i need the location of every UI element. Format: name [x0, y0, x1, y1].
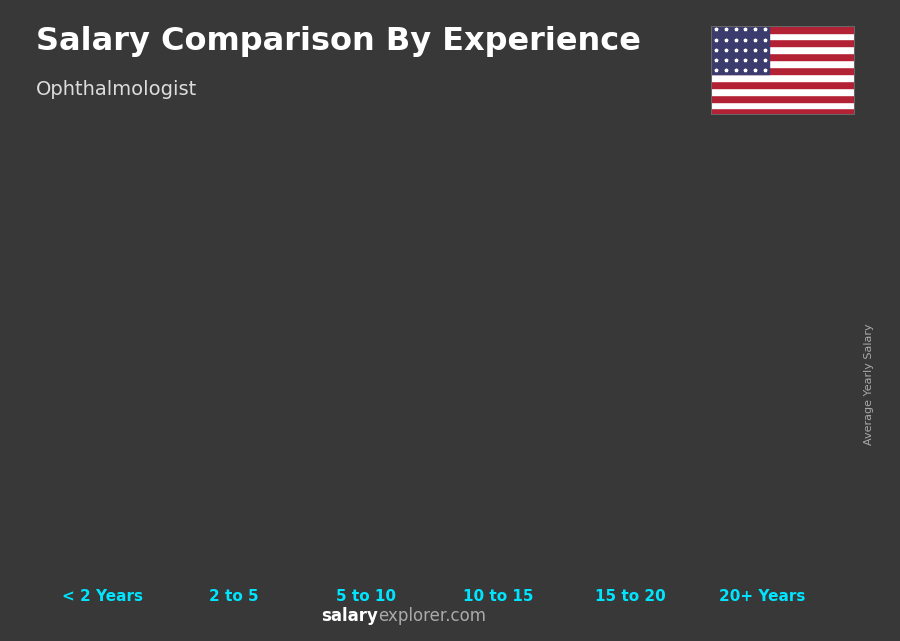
Text: 10 to 15: 10 to 15	[463, 588, 533, 604]
Bar	[711, 46, 855, 53]
Text: Average Yearly Salary: Average Yearly Salary	[863, 324, 874, 445]
Bar	[194, 387, 261, 577]
Text: +9%: +9%	[527, 181, 573, 199]
Polygon shape	[772, 232, 780, 577]
Text: 223,000 USD: 223,000 USD	[326, 344, 403, 357]
Bar	[322, 329, 389, 577]
Text: 310,000 USD: 310,000 USD	[709, 247, 786, 260]
Bar	[711, 26, 855, 33]
Polygon shape	[517, 276, 525, 577]
Bar	[711, 67, 855, 74]
Bar	[711, 26, 769, 74]
Text: < 2 Years: < 2 Years	[61, 588, 142, 604]
Text: salary: salary	[321, 607, 378, 625]
Text: 20+ Years: 20+ Years	[719, 588, 806, 604]
Text: +34%: +34%	[138, 308, 196, 326]
Text: +21%: +21%	[393, 205, 452, 223]
Bar	[711, 40, 855, 46]
Polygon shape	[706, 224, 780, 235]
Text: +30%: +30%	[266, 254, 324, 272]
Text: +5%: +5%	[655, 169, 701, 187]
Polygon shape	[644, 249, 652, 577]
Bar	[711, 60, 855, 67]
Bar	[711, 88, 855, 95]
Bar	[711, 108, 855, 115]
Bar	[578, 249, 644, 577]
Bar	[706, 232, 772, 577]
Polygon shape	[133, 431, 141, 577]
Text: Salary Comparison By Experience: Salary Comparison By Experience	[36, 26, 641, 56]
Text: 295,000 USD: 295,000 USD	[581, 263, 659, 277]
Text: 171,000 USD: 171,000 USD	[198, 406, 275, 419]
Polygon shape	[450, 269, 525, 278]
Polygon shape	[389, 328, 397, 577]
Polygon shape	[194, 379, 269, 387]
Bar	[711, 53, 855, 60]
Polygon shape	[322, 321, 397, 329]
Polygon shape	[578, 241, 652, 251]
Text: 15 to 20: 15 to 20	[595, 588, 665, 604]
Bar	[711, 101, 855, 108]
Text: 2 to 5: 2 to 5	[209, 588, 259, 604]
Text: 128,000 USD: 128,000 USD	[70, 457, 148, 470]
Text: 5 to 10: 5 to 10	[336, 588, 396, 604]
Polygon shape	[67, 427, 141, 435]
Bar	[711, 74, 855, 81]
Bar	[711, 81, 855, 88]
Text: 270,000 USD: 270,000 USD	[454, 292, 531, 304]
Text: explorer.com: explorer.com	[378, 607, 486, 625]
Bar	[450, 276, 517, 577]
Bar	[711, 95, 855, 101]
Bar	[711, 33, 855, 40]
Text: Ophthalmologist: Ophthalmologist	[36, 80, 197, 99]
Polygon shape	[261, 385, 269, 577]
Bar	[67, 435, 133, 577]
